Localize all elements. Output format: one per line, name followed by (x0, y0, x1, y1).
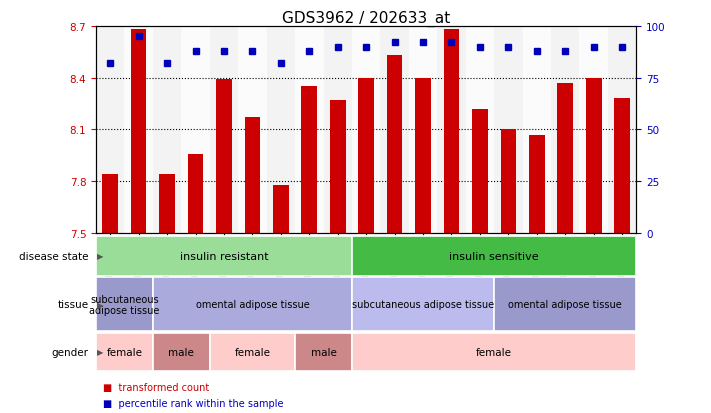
Bar (579, 27, 608, 233)
Bar (216, 80, 232, 233)
Bar (301, 87, 317, 233)
Text: insulin sensitive: insulin sensitive (449, 251, 539, 261)
Text: female: female (235, 347, 270, 357)
Text: tissue: tissue (58, 299, 89, 310)
Text: gender: gender (52, 347, 89, 357)
Bar (153, 333, 210, 371)
Bar (494, 278, 636, 331)
Bar (124, 27, 153, 233)
Bar (131, 30, 146, 233)
Bar (352, 333, 636, 371)
Bar (238, 27, 267, 233)
Bar (472, 109, 488, 233)
Text: subcutaneous adipose tissue: subcutaneous adipose tissue (352, 299, 494, 310)
Bar (352, 27, 380, 233)
Text: ▶: ▶ (97, 348, 104, 356)
Bar (614, 99, 630, 233)
Bar (153, 27, 181, 233)
Bar (267, 27, 295, 233)
Bar (523, 27, 551, 233)
Text: ■  percentile rank within the sample: ■ percentile rank within the sample (103, 398, 284, 408)
Text: female: female (476, 347, 512, 357)
Bar (352, 278, 494, 331)
Bar (295, 333, 352, 371)
Bar (96, 236, 352, 276)
Text: disease state: disease state (19, 251, 89, 261)
Bar (608, 27, 636, 233)
Text: male: male (169, 347, 194, 357)
Bar (188, 154, 203, 233)
Text: ▶: ▶ (97, 300, 104, 309)
Bar (102, 175, 118, 233)
Text: male: male (311, 347, 336, 357)
Text: insulin resistant: insulin resistant (180, 251, 268, 261)
Text: ■  transformed count: ■ transformed count (103, 382, 209, 392)
Bar (494, 27, 523, 233)
Bar (557, 83, 573, 233)
Bar (96, 27, 124, 233)
Bar (273, 185, 289, 233)
Bar (324, 27, 352, 233)
Bar (96, 333, 153, 371)
Bar (358, 78, 374, 233)
Bar (444, 30, 459, 233)
Bar (586, 78, 602, 233)
Bar (529, 135, 545, 233)
Bar (245, 118, 260, 233)
Bar (153, 278, 352, 331)
Text: omental adipose tissue: omental adipose tissue (508, 299, 622, 310)
Bar (210, 333, 295, 371)
Bar (415, 78, 431, 233)
Bar (466, 27, 494, 233)
Bar (210, 27, 238, 233)
Bar (96, 278, 153, 331)
Bar (409, 27, 437, 233)
Text: female: female (107, 347, 142, 357)
Bar (501, 130, 516, 233)
Bar (295, 27, 324, 233)
Bar (380, 27, 409, 233)
Text: omental adipose tissue: omental adipose tissue (196, 299, 309, 310)
Text: GDS3962 / 202633_at: GDS3962 / 202633_at (282, 10, 450, 26)
Bar (352, 236, 636, 276)
Bar (437, 27, 466, 233)
Bar (159, 175, 175, 233)
Bar (551, 27, 579, 233)
Bar (387, 56, 402, 233)
Bar (181, 27, 210, 233)
Text: subcutaneous
adipose tissue: subcutaneous adipose tissue (90, 294, 159, 316)
Text: ▶: ▶ (97, 252, 104, 261)
Bar (330, 101, 346, 233)
